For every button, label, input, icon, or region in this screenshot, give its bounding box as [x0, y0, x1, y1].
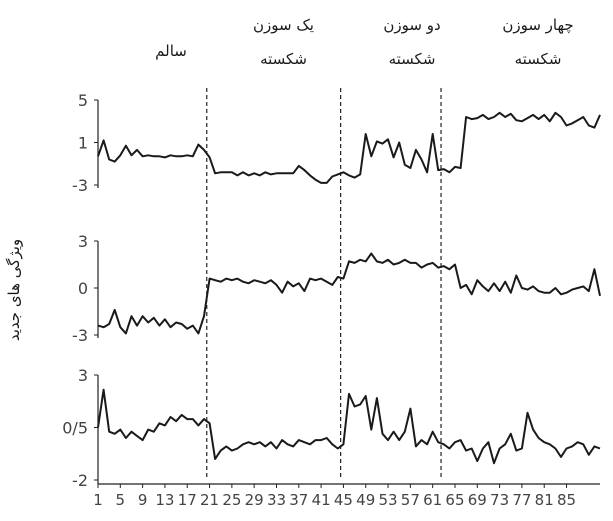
x-tick-label: 69	[468, 491, 487, 509]
panel-3-y-tick-label: -2	[72, 471, 88, 490]
header-one-broken-line2: شکسته	[260, 50, 307, 68]
x-tick-label: 25	[222, 491, 241, 509]
panel-3-series-line	[97, 388, 601, 465]
panel-2-series-line	[97, 252, 601, 335]
header-healthy-line2: سالم	[155, 42, 187, 60]
header-four-broken-line2: شکسته	[514, 50, 562, 68]
x-tick-label: 29	[245, 491, 264, 509]
x-tick-label: 1	[93, 491, 103, 509]
x-tick-label: 13	[155, 491, 174, 509]
panel-1-y-tick-label: -3	[72, 176, 88, 195]
x-tick-label: 5	[116, 491, 126, 509]
x-tick-label: 57	[401, 491, 420, 509]
x-tick-label: 21	[200, 491, 219, 509]
panel-3-y-tick-label: 3	[78, 366, 88, 385]
x-tick-label: 49	[356, 491, 375, 509]
x-tick-label: 81	[535, 491, 554, 509]
x-tick-label: 85	[557, 491, 576, 509]
x-tick-label: 73	[490, 491, 509, 509]
header-one-broken-line1: یک سوزن	[253, 16, 314, 34]
panel-2-y-tick-label: -3	[72, 326, 88, 345]
x-tick-label: 41	[312, 491, 331, 509]
header-healthy: سالم	[116, 42, 226, 60]
header-four-broken-needles: چهار سوزن شکسته	[478, 8, 598, 76]
x-tick-label: 9	[138, 491, 148, 509]
x-tick-label: 53	[378, 491, 397, 509]
panel-1-y-tick-label: 1	[78, 134, 88, 153]
x-tick-label: 37	[289, 491, 308, 509]
y-axis-label-text: ویژگی های جدید	[5, 238, 23, 342]
x-tick-label: 45	[334, 491, 353, 509]
x-tick-label: 65	[445, 491, 464, 509]
panel-2-y-tick-label: 0	[78, 279, 88, 298]
panel-2-y-tick-label: 3	[78, 232, 88, 251]
x-tick-label: 77	[512, 491, 531, 509]
panel-3-y-tick-label: 0/5	[62, 419, 88, 438]
header-two-broken-line1: دو سوزن	[383, 16, 441, 34]
x-tick-label: 17	[178, 491, 197, 509]
panel-1-series-line	[97, 111, 601, 184]
x-tick-label: 33	[267, 491, 286, 509]
panel-1-y-tick-label: 5	[78, 91, 88, 110]
x-tick-label: 61	[423, 491, 442, 509]
header-two-broken-needles: دو سوزن شکسته	[362, 8, 462, 76]
header-two-broken-line2: شکسته	[388, 50, 436, 68]
header-one-broken-needle: یک سوزن شکسته	[226, 8, 341, 76]
header-four-broken-line1: چهار سوزن	[502, 16, 574, 34]
